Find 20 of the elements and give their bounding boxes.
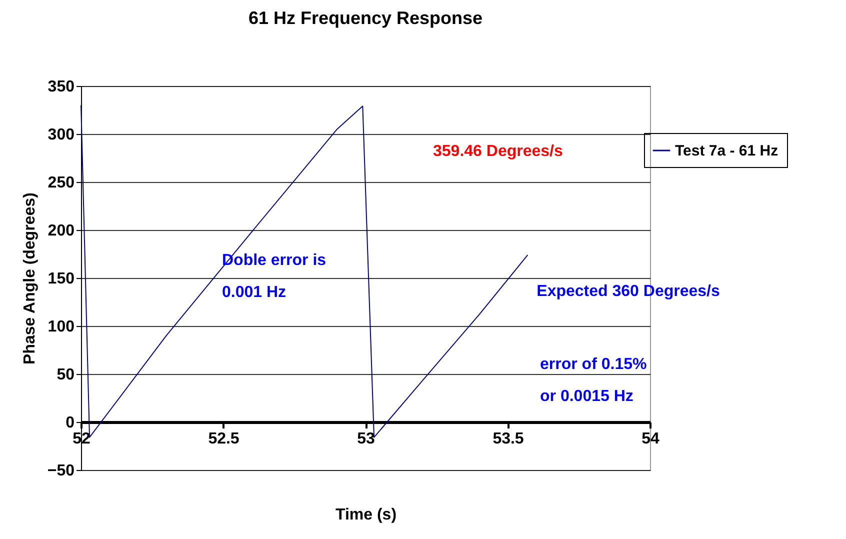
- legend-label: Test 7a - 61 Hz: [675, 142, 778, 160]
- y-tick-label: 0: [66, 414, 75, 432]
- x-tick-label: 53.5: [492, 430, 524, 448]
- x-tick-label: 54: [642, 430, 660, 448]
- y-tick-label: 250: [48, 174, 75, 192]
- y-tick-label: 50: [56, 366, 75, 384]
- y-tick-label: 100: [48, 318, 75, 336]
- y-tick-label: 300: [48, 126, 75, 144]
- y-tick-label: 200: [48, 222, 75, 240]
- y-tick-label: −50: [47, 462, 75, 480]
- y-axis-title: Phase Angle (degrees): [21, 192, 38, 364]
- annotation: error of 0.15% or 0.0015 Hz: [540, 356, 647, 405]
- x-axis-title: Time (s): [335, 506, 397, 524]
- chart-title: 61 Hz Frequency Response: [248, 8, 483, 28]
- annotation: Expected 360 Degrees/s: [536, 282, 720, 300]
- annotation: 359.46 Degrees/s: [433, 143, 563, 160]
- y-tick-label: 150: [48, 270, 75, 288]
- x-tick-label: 52.5: [208, 430, 240, 448]
- y-tick-label: 350: [48, 78, 75, 96]
- x-tick-label: 53: [357, 430, 375, 448]
